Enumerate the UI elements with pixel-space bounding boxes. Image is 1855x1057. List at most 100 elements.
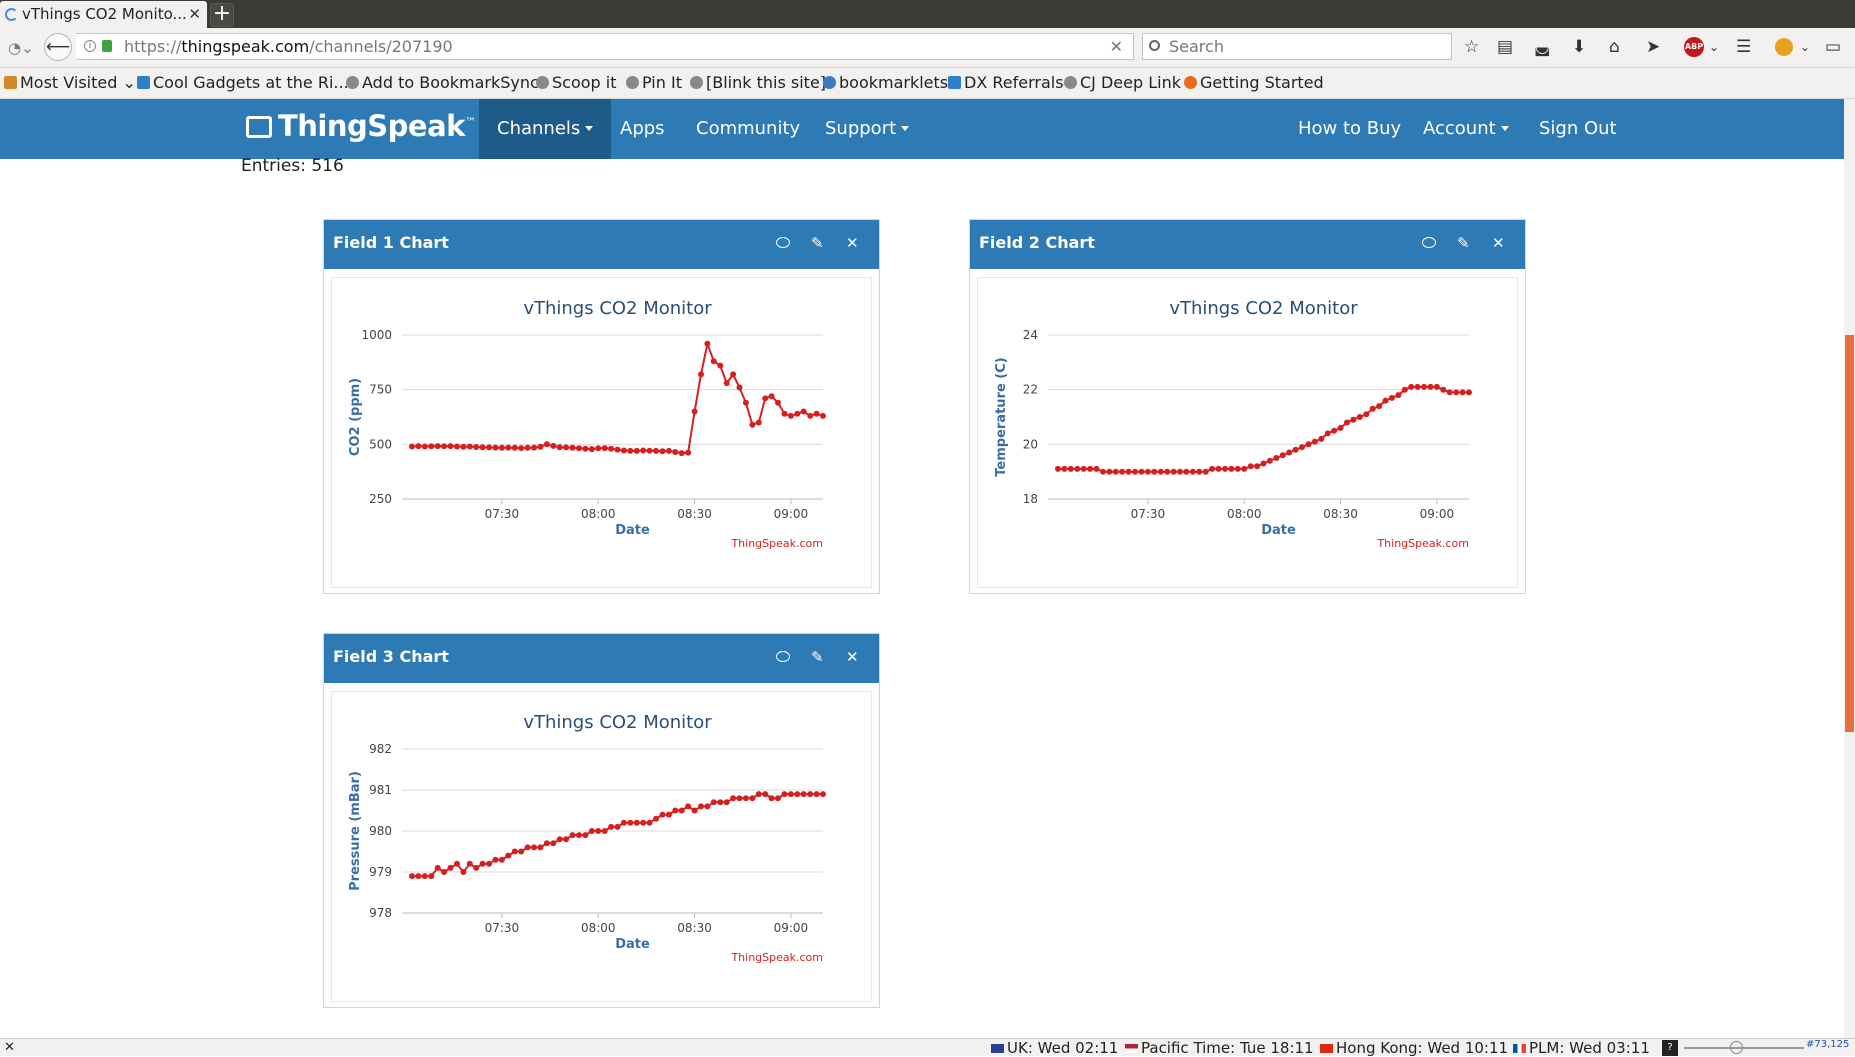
data-point	[473, 864, 480, 871]
pencil-icon[interactable]: ✎	[811, 648, 824, 666]
data-point	[698, 371, 704, 378]
status-corner: #73,125	[1806, 1039, 1850, 1050]
comment-icon[interactable]	[776, 237, 790, 248]
data-point	[511, 848, 518, 855]
data-point	[1138, 468, 1145, 475]
bookmark-item[interactable]: DX Referrals	[948, 73, 1064, 93]
data-point	[479, 444, 486, 451]
panel-title: Field 2 Chart	[979, 233, 1095, 252]
firefox-icon	[1184, 76, 1197, 89]
y-tick-label: 500	[369, 437, 392, 451]
sidebar-icon[interactable]: ▭	[1825, 37, 1842, 57]
extension-icon[interactable]	[1775, 38, 1793, 56]
data-point	[543, 840, 550, 847]
fr-flag-icon	[1513, 1044, 1526, 1053]
addon-icon[interactable]: ?	[1662, 1040, 1678, 1056]
pencil-icon[interactable]: ✎	[811, 234, 824, 252]
close-icon[interactable]: ✕	[846, 234, 859, 252]
y-tick-label: 979	[369, 865, 392, 879]
data-point	[787, 412, 794, 419]
panel-header: Field 2 Chart ✎ ✕	[970, 220, 1525, 269]
comment-icon[interactable]	[1422, 237, 1436, 248]
data-point	[608, 823, 615, 830]
page-content: ThingSpeak™ Channels Apps Community Supp…	[0, 99, 1844, 1038]
chart-container: vThings CO2 Monitor 18 20 22 24 07:30 08:00 08:…	[977, 277, 1518, 588]
back-button[interactable]: ⟵	[44, 33, 72, 61]
nav-community[interactable]: Community	[696, 118, 801, 139]
bookmark-item[interactable]: Pin It	[626, 73, 682, 93]
zoom-handle-icon[interactable]	[1730, 1041, 1743, 1054]
bookmark-item[interactable]: Cool Gadgets at the Ri...	[137, 73, 349, 93]
nav-channels[interactable]: Channels	[479, 99, 612, 159]
bookmark-item[interactable]: [Blink this site]	[690, 73, 826, 93]
chart-2-svg: vThings CO2 Monitor 18 20 22 24 07:30 08:00 08:…	[994, 298, 1472, 550]
data-point	[672, 807, 679, 814]
chevron-down-icon[interactable]: ⌄	[1709, 40, 1720, 54]
adblock-icon[interactable]: ABP	[1684, 37, 1704, 57]
data-point	[717, 362, 724, 369]
data-point	[1183, 468, 1190, 475]
panel-title: Field 3 Chart	[333, 647, 449, 666]
download-icon[interactable]: ⬇	[1572, 37, 1587, 57]
data-point	[434, 864, 441, 871]
x-tick-label: 08:30	[1323, 507, 1358, 521]
globe-icon	[690, 76, 703, 89]
reading-list-icon[interactable]: ▤	[1497, 37, 1514, 57]
new-tab-button[interactable]: +	[210, 3, 234, 27]
status-close-icon[interactable]: ✕	[4, 1040, 15, 1055]
nav-support[interactable]: Support	[807, 99, 927, 159]
zoom-slider[interactable]	[1684, 1047, 1804, 1049]
home-icon[interactable]: ⌂	[1609, 37, 1620, 57]
data-point	[1228, 465, 1235, 472]
data-point	[1273, 455, 1280, 461]
url-bar[interactable]: i https://thingspeak.com/channels/207190…	[76, 33, 1134, 60]
nav-how-to-buy[interactable]: How to Buy	[1298, 118, 1402, 139]
send-icon[interactable]: ➤	[1646, 37, 1661, 57]
comment-icon[interactable]	[776, 651, 790, 662]
close-icon[interactable]: ✕	[1492, 234, 1505, 252]
close-tab-icon[interactable]: ✕	[188, 5, 201, 23]
info-icon[interactable]: i	[84, 40, 96, 52]
data-point	[550, 442, 557, 449]
us-flag-icon	[1125, 1044, 1138, 1053]
data-point	[511, 444, 518, 451]
data-point	[595, 445, 602, 452]
bookmark-item[interactable]: Most Visited ⌄	[4, 73, 136, 93]
bookmark-item[interactable]: Getting Started	[1184, 73, 1324, 93]
data-point	[447, 864, 454, 871]
data-point	[556, 444, 563, 451]
data-point	[627, 447, 634, 454]
nav-sign-out[interactable]: Sign Out	[1539, 118, 1617, 139]
data-point	[505, 852, 512, 859]
bookmark-item[interactable]: CJ Deep Link	[1064, 73, 1181, 93]
browser-tab-bar: vThings CO2 Monito... ✕ +	[0, 0, 1855, 28]
data-point	[678, 450, 685, 457]
thingspeak-logo[interactable]: ThingSpeak™	[246, 109, 476, 143]
bookmark-item[interactable]: Add to BookmarkSync	[346, 73, 539, 93]
bookmark-item[interactable]: bookmarklets	[823, 73, 948, 93]
page-scrollbar[interactable]	[1844, 99, 1855, 1038]
y-tick-label: 750	[369, 383, 392, 397]
close-icon[interactable]: ✕	[846, 648, 859, 666]
pocket-icon[interactable]: ◛	[1534, 37, 1551, 57]
data-point	[1112, 468, 1119, 475]
history-icon[interactable]: ◔⌄	[8, 39, 34, 57]
browser-tab[interactable]: vThings CO2 Monito... ✕	[0, 1, 207, 28]
data-point	[640, 819, 647, 826]
globe-icon	[536, 76, 549, 89]
data-point	[794, 410, 801, 417]
star-icon[interactable]: ☆	[1464, 37, 1480, 57]
nav-apps[interactable]: Apps	[620, 118, 665, 139]
data-point	[653, 815, 659, 822]
data-point	[415, 443, 422, 450]
bookmark-item[interactable]: Scoop it	[536, 73, 617, 93]
data-point	[1382, 397, 1389, 404]
menu-icon[interactable]: ☰	[1736, 37, 1752, 57]
clear-url-icon[interactable]: ✕	[1109, 37, 1123, 56]
site-navbar: ThingSpeak™ Channels Apps Community Supp…	[0, 99, 1844, 159]
search-box[interactable]: Search	[1142, 33, 1452, 60]
scrollbar-thumb[interactable]	[1845, 335, 1854, 732]
extension-menu-icon[interactable]: ⌄	[1800, 40, 1811, 54]
pencil-icon[interactable]: ✎	[1457, 234, 1470, 252]
nav-account[interactable]: Account	[1405, 99, 1527, 159]
